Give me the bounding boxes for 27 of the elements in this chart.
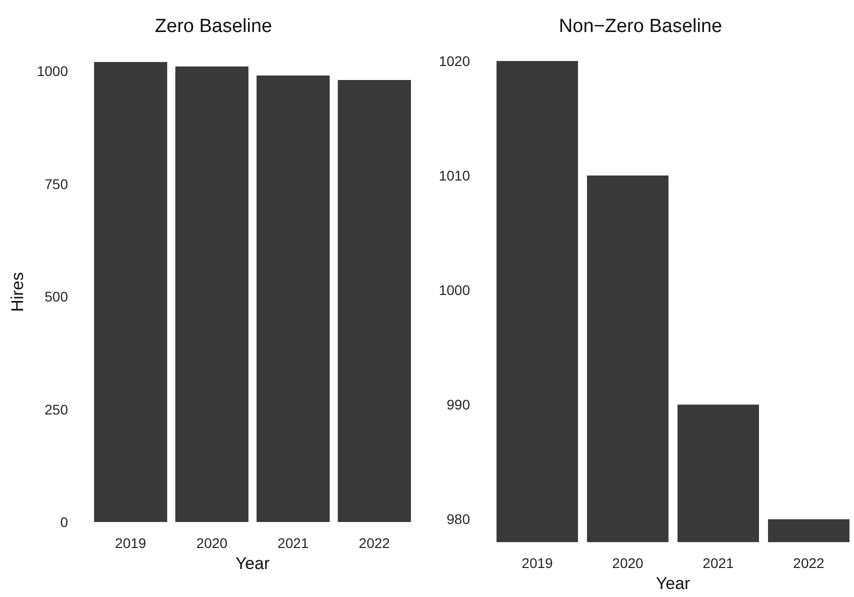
x-tick-label: 2021 [278,535,309,551]
x-axis-title: Year [656,574,691,593]
bar [256,76,330,522]
y-tick-label: 250 [44,401,68,418]
y-tick-label: 1000 [438,282,470,298]
y-tick-label: 0 [60,514,68,530]
x-axis-title: Year [235,554,270,573]
x-tick-label: 2021 [702,555,734,572]
x-tick-label: 2019 [115,535,146,551]
x-tick-label: 2022 [793,555,825,572]
y-tick-label: 750 [44,176,68,192]
x-tick-label: 2020 [612,555,644,572]
bar [175,66,248,522]
y-tick-label: 1010 [438,168,470,184]
x-tick-label: 2022 [358,535,390,551]
y-tick-label: 1020 [438,53,470,69]
y-axis-title: Hires [8,272,27,312]
y-tick-label: 980 [446,511,470,528]
y-tick-label: 1000 [36,63,68,80]
chart-title: Zero Baseline [154,16,272,37]
y-tick-label: 500 [44,288,68,305]
bar [94,62,168,522]
y-tick-label: 990 [446,396,470,413]
x-tick-label: 2020 [196,535,228,551]
chart-title: Non−Zero Baseline [558,16,722,37]
bar [338,80,411,522]
x-tick-label: 2019 [522,555,554,572]
